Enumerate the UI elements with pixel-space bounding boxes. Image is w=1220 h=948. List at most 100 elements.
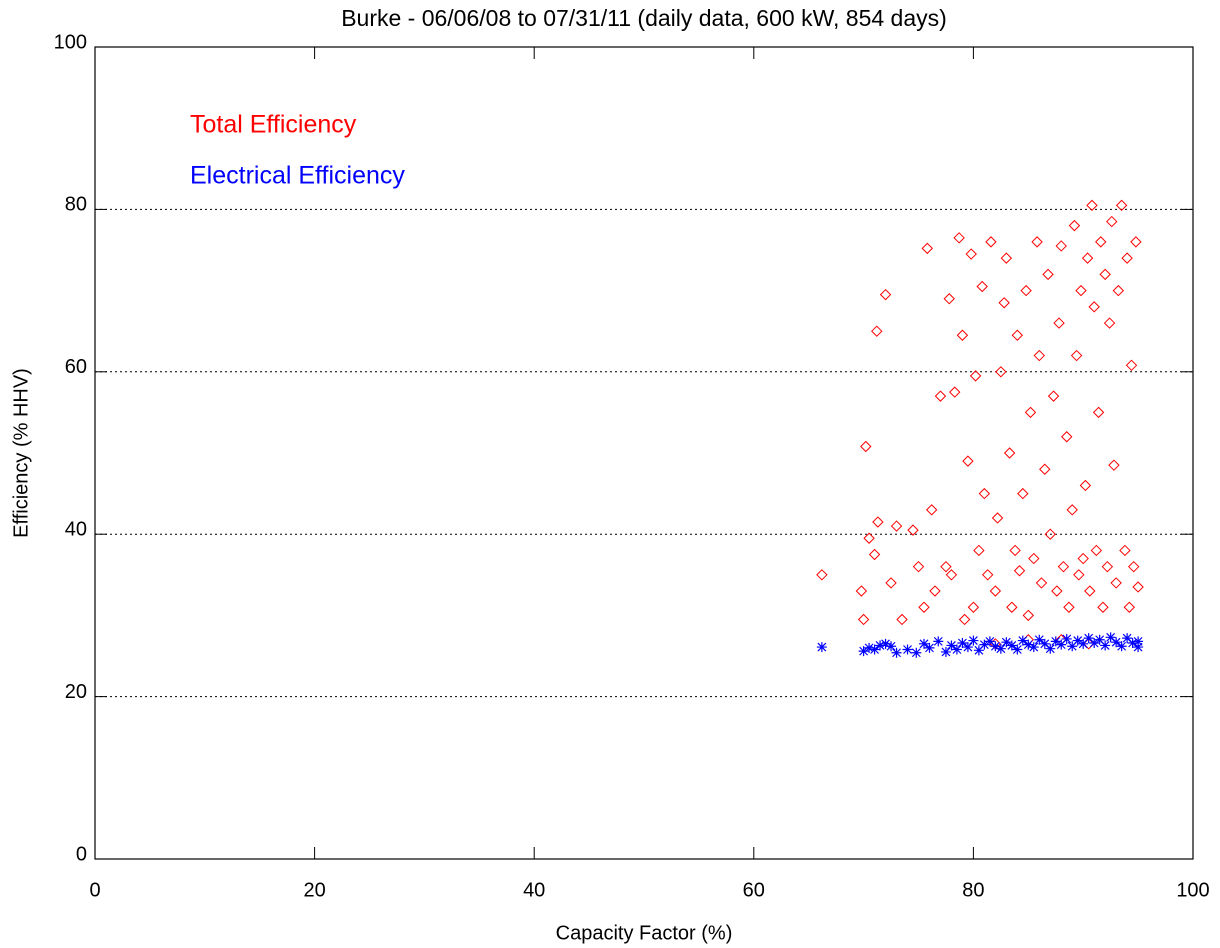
asterisk-point (1083, 633, 1094, 644)
asterisk-point (1078, 638, 1089, 649)
x-tick-label: 100 (1176, 879, 1209, 901)
diamond-point (1055, 240, 1067, 252)
diamond-point (1009, 544, 1021, 557)
diamond-point (1103, 317, 1116, 329)
diamond-point (1003, 447, 1016, 459)
diamond-point (934, 390, 947, 402)
diamond-point (868, 548, 881, 561)
asterisk-point (1006, 640, 1017, 651)
diamond-point (1051, 585, 1063, 597)
diamond-point (857, 613, 870, 626)
asterisk-point (1061, 633, 1072, 644)
asterisk-point (962, 642, 973, 653)
asterisk-point (1050, 636, 1061, 647)
diamond-point (1028, 552, 1040, 565)
diamond-point (1079, 479, 1092, 492)
diamond-point (956, 329, 969, 341)
diamond-point (872, 516, 884, 528)
asterisk-point (1111, 637, 1122, 648)
chart-title: Burke - 06/06/08 to 07/31/11 (daily data… (341, 5, 947, 31)
asterisk-point (1067, 641, 1078, 652)
diamond-point (1095, 236, 1107, 248)
diamond-point (912, 560, 925, 573)
diamond-point (871, 325, 883, 337)
diamond-point (1088, 301, 1100, 313)
diamond-point (896, 613, 908, 626)
asterisk-point (990, 641, 1001, 652)
diamond-point (1092, 406, 1105, 419)
diamond-point (1125, 359, 1138, 372)
diamond-point (1000, 252, 1013, 264)
diamond-point (1108, 459, 1120, 471)
y-tick-label: 0 (76, 843, 87, 865)
asterisk-point (995, 643, 1006, 654)
diamond-point (953, 232, 965, 244)
diamond-point (976, 280, 988, 293)
asterisk-point (979, 639, 990, 650)
diamond-point (1073, 569, 1085, 581)
diamond-point (1086, 199, 1098, 212)
diamond-point (965, 248, 977, 260)
y-tick-label: 20 (65, 681, 87, 703)
asterisk-point (1072, 635, 1083, 646)
diamond-point (1024, 406, 1037, 419)
asterisk-point (1034, 634, 1045, 645)
asterisk-point (1105, 632, 1116, 643)
diamond-point (1084, 585, 1096, 597)
diamond-point (1061, 431, 1073, 443)
y-tick-label: 60 (65, 356, 87, 378)
diamond-point (1068, 219, 1081, 232)
asterisk-point (858, 646, 869, 657)
diamond-point (1063, 601, 1075, 613)
asterisk-point (973, 645, 984, 656)
asterisk-point (1023, 639, 1034, 650)
diamond-point (1132, 581, 1144, 593)
diamond-point (1013, 565, 1026, 577)
diamond-point (1101, 560, 1114, 573)
y-tick-label: 80 (65, 194, 87, 216)
diamond-point (907, 524, 919, 536)
diamond-point (981, 569, 994, 581)
diamond-point (929, 585, 941, 597)
diamond-point (1106, 215, 1118, 228)
diamond-point (1081, 252, 1094, 264)
diamond-point (1031, 236, 1043, 248)
diamond-point (1053, 317, 1065, 329)
asterisk-point (1056, 639, 1067, 650)
asterisk-point (1133, 642, 1144, 653)
asterisk-point (968, 635, 979, 646)
diamond-point (991, 512, 1004, 524)
asterisk-point (1100, 640, 1111, 651)
diamond-point (1090, 544, 1103, 557)
diamond-point (1110, 577, 1122, 589)
diamond-point (1035, 577, 1048, 589)
diamond-point (1130, 236, 1142, 248)
diamond-point (855, 585, 868, 597)
y-tick-label: 40 (65, 518, 87, 540)
asterisk-point (1089, 638, 1100, 649)
diamond-point (945, 569, 958, 581)
diamond-point (943, 293, 955, 305)
asterisk-point (984, 636, 995, 647)
asterisk-point (940, 646, 951, 657)
diamond-point (1099, 268, 1111, 281)
asterisk-point (816, 642, 827, 653)
diamond-point (1128, 560, 1140, 573)
diamond-point (1006, 601, 1018, 613)
diamond-point (879, 288, 892, 301)
diamond-point (1011, 329, 1024, 341)
asterisk-point (1116, 641, 1127, 652)
diamond-point (1075, 284, 1087, 297)
x-tick-label: 80 (962, 879, 984, 901)
asterisk-point (957, 638, 968, 649)
asterisk-point (1094, 634, 1105, 645)
plot-frame (94, 46, 1194, 860)
legend-entry: Total Efficiency (190, 111, 357, 139)
x-tick-label: 20 (303, 879, 325, 901)
asterisk-point (886, 641, 897, 652)
diamond-point (969, 370, 982, 382)
x-tick-label: 60 (743, 879, 765, 901)
asterisk-point (1012, 644, 1023, 655)
asterisk-point (875, 640, 886, 651)
diamond-point (1121, 252, 1133, 264)
